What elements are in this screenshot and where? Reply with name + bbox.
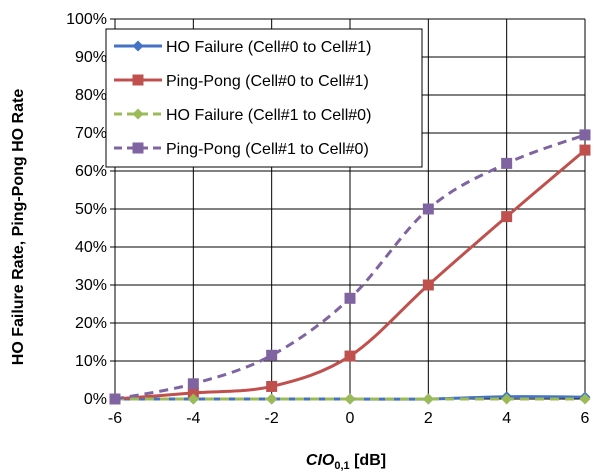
data-point bbox=[344, 393, 356, 405]
series-layer bbox=[109, 129, 591, 405]
x-axis-title-subscript: 0,1 bbox=[334, 460, 349, 472]
legend-label: HO Failure (Cell#1 to Cell#0) bbox=[166, 107, 371, 124]
data-point bbox=[501, 393, 513, 405]
y-tick-label: 70% bbox=[75, 125, 107, 142]
x-tick-label: -6 bbox=[108, 410, 122, 427]
x-axis-title-unit: [dB] bbox=[350, 452, 386, 469]
legend-swatch-marker bbox=[132, 40, 144, 52]
y-tick-label: 60% bbox=[75, 163, 107, 180]
data-point bbox=[266, 393, 278, 405]
x-axis-title-main: CIO bbox=[306, 452, 335, 469]
data-point bbox=[501, 157, 513, 169]
series-3 bbox=[109, 393, 591, 405]
data-point bbox=[579, 144, 591, 156]
legend-label: Ping-Pong (Cell#0 to Cell#1) bbox=[166, 73, 369, 90]
y-tick-label: 30% bbox=[75, 277, 107, 294]
data-point bbox=[266, 380, 278, 392]
data-point bbox=[579, 393, 591, 405]
y-tick-label: 90% bbox=[75, 49, 107, 66]
y-tick-label: 10% bbox=[75, 353, 107, 370]
legend: HO Failure (Cell#0 to Cell#1) Ping-Pong (… bbox=[105, 28, 423, 168]
tick-labels: 0% 10% 20% 30% 40% 50% 60% 70% 80% 90% 100% -6 -4 -2 0… bbox=[66, 11, 589, 427]
legend-swatch-marker bbox=[132, 108, 144, 120]
x-tick-label: 4 bbox=[502, 410, 511, 427]
data-point bbox=[187, 393, 199, 405]
y-tick-label: 0% bbox=[84, 391, 107, 408]
data-point bbox=[501, 211, 513, 223]
x-tick-label: 6 bbox=[581, 410, 590, 427]
y-axis-title: HO Failure Rate, Ping-Pong HO Rate bbox=[10, 89, 27, 366]
y-tick-label: 100% bbox=[66, 11, 107, 28]
data-point bbox=[422, 393, 434, 405]
data-point bbox=[344, 350, 356, 362]
legend-label: Ping-Pong (Cell#1 to Cell#0) bbox=[166, 141, 369, 158]
y-tick-label: 50% bbox=[75, 201, 107, 218]
x-tick-label: 2 bbox=[424, 410, 433, 427]
data-point bbox=[422, 279, 434, 291]
legend-swatch-marker bbox=[132, 74, 144, 86]
y-tick-label: 20% bbox=[75, 315, 107, 332]
x-tick-label: -4 bbox=[186, 410, 200, 427]
x-axis-title: CIO0,1 [dB] bbox=[306, 452, 386, 472]
legend-items: HO Failure (Cell#0 to Cell#1) Ping-Pong (… bbox=[114, 39, 371, 158]
y-tick-label: 40% bbox=[75, 239, 107, 256]
data-point bbox=[422, 203, 434, 215]
data-point bbox=[109, 393, 121, 405]
data-point bbox=[187, 378, 199, 390]
data-point bbox=[187, 387, 199, 399]
data-point bbox=[579, 129, 591, 141]
legend-swatch-marker bbox=[132, 142, 144, 154]
x-tick-label: -2 bbox=[265, 410, 279, 427]
y-tick-label: 80% bbox=[75, 87, 107, 104]
x-tick-label: 0 bbox=[346, 410, 355, 427]
series-4 bbox=[109, 129, 591, 405]
legend-box bbox=[105, 28, 423, 168]
data-point bbox=[344, 292, 356, 304]
legend-label: HO Failure (Cell#0 to Cell#1) bbox=[166, 39, 371, 56]
data-point bbox=[266, 349, 278, 361]
